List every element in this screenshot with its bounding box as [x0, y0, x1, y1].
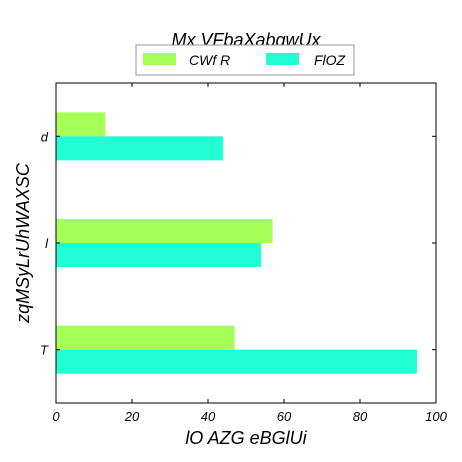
- x-axis: 0 20 40 60 80 100: [52, 83, 448, 424]
- legend-swatch-floz: [266, 53, 299, 65]
- bar-cwf-r-t: [56, 325, 235, 350]
- y-tick-label: d: [41, 129, 49, 144]
- bars: [56, 112, 417, 374]
- legend: CWf R FlOZ: [135, 44, 355, 76]
- x-tick-label: 40: [201, 409, 216, 424]
- legend-swatch-cwf-r: [143, 53, 176, 65]
- x-tick-label: 0: [52, 409, 60, 424]
- y-tick-label: l: [45, 236, 49, 251]
- legend-label-floz: FlOZ: [314, 52, 346, 68]
- x-tick-label: 80: [353, 409, 368, 424]
- x-tick-label: 60: [277, 409, 292, 424]
- bar-cwf-r-l: [56, 219, 273, 243]
- y-axis-label: zqMSyLrUhWAXSC: [13, 162, 33, 324]
- y-tick-label: T: [40, 343, 49, 358]
- bar-floz-t: [56, 349, 417, 374]
- x-tick-label: 100: [425, 409, 447, 424]
- legend-label-cwf-r: CWf R: [189, 52, 230, 68]
- x-axis-label: lO AZG eBGlUi: [185, 428, 307, 448]
- y-axis: d l T: [40, 129, 436, 358]
- bar-floz-l: [56, 243, 262, 267]
- bar-floz-d: [56, 136, 224, 161]
- bar-cwf-r-d: [56, 112, 106, 137]
- x-tick-label: 20: [124, 409, 140, 424]
